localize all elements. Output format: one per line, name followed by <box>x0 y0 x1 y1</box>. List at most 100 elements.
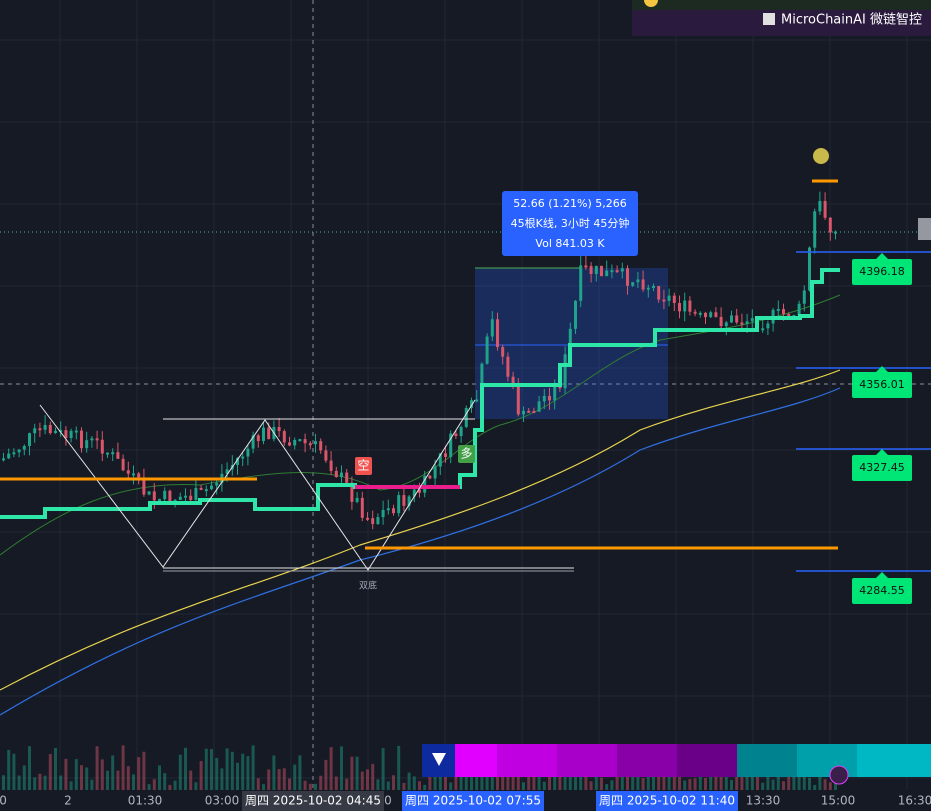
volume-bar <box>402 782 406 790</box>
candle-body <box>392 508 395 514</box>
candle-body <box>730 315 733 323</box>
volume-bar <box>147 784 151 790</box>
candle-body <box>95 438 99 441</box>
candle-body <box>397 495 401 514</box>
candle-body <box>542 395 546 402</box>
volume-bar <box>210 749 213 790</box>
candle-body <box>189 495 193 500</box>
volume-bar <box>428 772 432 790</box>
volume-bar <box>397 745 401 790</box>
volume-bar <box>121 745 125 790</box>
candle-body <box>262 427 265 442</box>
brand-text: MicroChainAI 微链智控 <box>781 13 922 28</box>
volume-bar <box>220 768 224 790</box>
signal-dot <box>813 148 829 164</box>
candle-body <box>236 457 239 466</box>
candle-body <box>314 441 317 445</box>
candle-body <box>828 217 832 233</box>
volume-bar <box>251 745 255 790</box>
candle-body <box>329 460 333 471</box>
candle-body <box>475 399 479 402</box>
level-box <box>852 578 912 604</box>
candle-body <box>85 440 89 449</box>
time-label: 0 <box>384 794 392 808</box>
candle-body <box>241 456 245 459</box>
volume-bar <box>340 746 343 790</box>
time-label: 03:00 <box>205 794 240 808</box>
candle-body <box>735 315 739 323</box>
volume-bar <box>662 776 666 790</box>
volume-bar <box>818 768 822 790</box>
candle-body <box>662 299 666 302</box>
candle-body <box>319 441 323 451</box>
volume-bar <box>241 753 245 790</box>
volume-bar <box>80 765 83 790</box>
candle-body <box>100 439 104 454</box>
volume-bar <box>204 748 208 790</box>
level-box <box>852 259 912 285</box>
volume-bar <box>641 777 645 790</box>
candle-body <box>667 295 671 301</box>
candle-body <box>797 303 801 315</box>
volume-bar <box>194 782 198 790</box>
volume-bar <box>256 778 260 790</box>
time-labels: 0 2 01:30 03:00 周四 2025-10-02 04:45 0 周四 2025-… <box>0 791 931 811</box>
volume-bar <box>90 779 94 790</box>
measure-bars: 45根K线, 3小时 45分钟 <box>511 216 630 230</box>
candle-body <box>470 400 473 408</box>
volume-bar <box>345 778 349 790</box>
candle-body <box>818 201 822 212</box>
candle-body <box>277 427 281 432</box>
candle-body <box>360 497 364 518</box>
volume-bar <box>542 781 546 790</box>
volume-bar <box>532 765 536 790</box>
volume-bar <box>262 784 265 790</box>
candle-body <box>808 247 811 291</box>
volume-bar <box>802 770 806 790</box>
volume-bar <box>116 770 120 790</box>
volume-bar <box>475 770 479 790</box>
candle-body <box>652 285 655 288</box>
strip-segment <box>455 744 497 777</box>
candle-body <box>194 487 198 500</box>
brand-panel-top <box>632 0 931 10</box>
alert-icon <box>829 765 849 785</box>
volume-bar <box>605 784 609 790</box>
volume-bar <box>314 783 317 790</box>
volume-bar <box>168 784 172 790</box>
volume-bar <box>381 748 385 790</box>
volume-bar <box>688 779 692 790</box>
candle-body <box>485 336 489 364</box>
strip-segment <box>557 744 617 777</box>
candle-body <box>516 384 520 415</box>
candle-body <box>54 430 57 434</box>
candle-body <box>111 452 115 455</box>
candle-body <box>548 395 551 401</box>
candle-body <box>594 265 598 275</box>
volume-bar <box>522 782 525 790</box>
volume-bar <box>615 765 619 790</box>
volume-bar <box>730 780 733 790</box>
candle-body <box>631 282 635 286</box>
pattern-zigzag <box>39 399 476 571</box>
volume-bar <box>771 779 775 790</box>
volume-bar <box>808 777 811 790</box>
volume-bar <box>267 769 271 790</box>
volume-bar <box>158 765 161 790</box>
candle-body <box>698 312 702 315</box>
volume-bar <box>589 781 593 790</box>
volume-bar <box>288 778 291 790</box>
volume-bar <box>69 781 73 790</box>
candle-body <box>126 470 130 474</box>
volume-bar <box>230 751 234 790</box>
level-arrow <box>876 449 888 455</box>
strip-segment <box>857 744 931 777</box>
time-label: 周四 2025-10-02 04:45 <box>245 794 381 808</box>
candle-body <box>345 472 349 483</box>
time-highlight <box>242 791 384 811</box>
candle-body <box>834 231 837 234</box>
candle-body <box>43 424 47 430</box>
volume-bar <box>215 757 219 790</box>
candle-body <box>787 313 791 318</box>
